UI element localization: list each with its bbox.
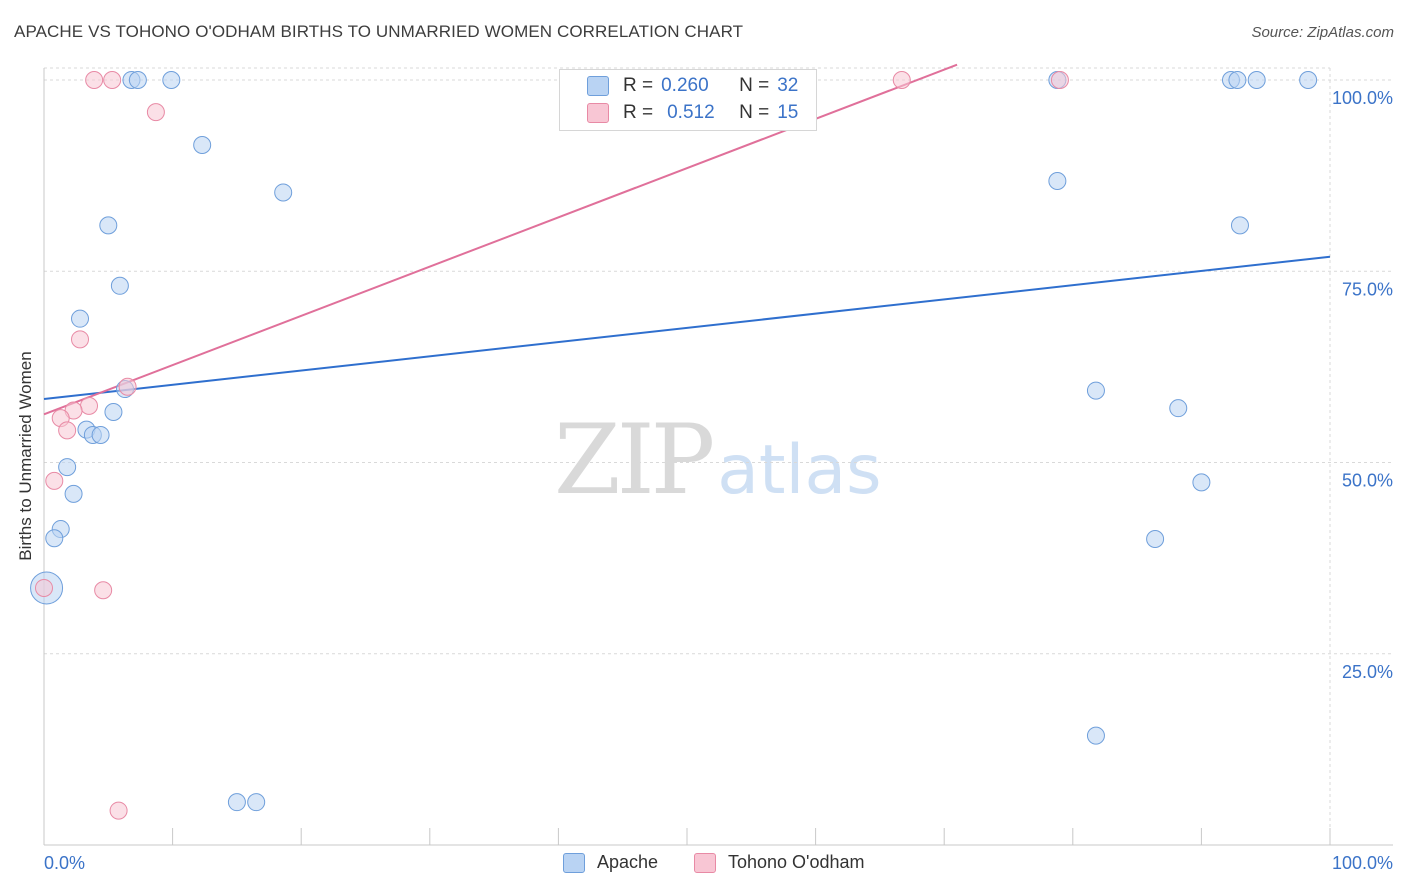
- tohono-point: [146, 103, 165, 122]
- apache-point: [193, 136, 212, 155]
- apache-legend-swatch: [563, 852, 585, 873]
- y-tick-label: 25.0%: [1342, 662, 1393, 682]
- apache-point: [58, 458, 77, 477]
- apache-point: [128, 71, 147, 89]
- tohono-point: [1050, 71, 1069, 89]
- apache-n-value: 32: [777, 75, 799, 96]
- legend-row-tohono: R = 0.512 N = 15: [587, 102, 798, 124]
- apache-point: [91, 425, 110, 444]
- tohono-r-value: 0.512: [667, 102, 715, 123]
- source-label: Source: ZipAtlas.com: [1251, 24, 1394, 41]
- points-layer: [30, 71, 1318, 820]
- apache-n-label: N =: [739, 75, 770, 96]
- apache-r-value: 0.260: [661, 75, 709, 96]
- apache-point: [1146, 530, 1165, 548]
- tohono-n-value: 15: [777, 102, 799, 123]
- y-axis-label: Births to Unmarried Women: [16, 351, 35, 561]
- tohono-point: [94, 581, 113, 600]
- apache-r-label: R =: [623, 75, 654, 96]
- apache-point: [1228, 71, 1247, 89]
- apache-swatch: [587, 76, 609, 96]
- tohono-r-label: R =: [623, 102, 654, 123]
- tohono-swatch: [587, 103, 609, 123]
- apache-point: [1299, 71, 1318, 89]
- tohono-point: [85, 71, 104, 89]
- correlation-legend: R = 0.260 N = 32 R = 0.512 N = 15: [559, 69, 817, 131]
- apache-point: [110, 276, 129, 295]
- tohono-point: [35, 578, 53, 597]
- tohono-n-label: N =: [739, 102, 770, 123]
- tick-label-layer: 25.0% 50.0% 75.0% 100.0% 0.0% 100.0%: [44, 88, 1393, 873]
- apache-point: [64, 484, 83, 503]
- tohono-point: [892, 71, 911, 89]
- tohono-point: [45, 471, 64, 490]
- apache-point: [1086, 381, 1105, 400]
- y-tick-label: 75.0%: [1342, 279, 1393, 299]
- apache-point: [45, 529, 64, 548]
- tohono-point: [103, 71, 122, 89]
- watermark-zip: ZIP: [554, 404, 715, 516]
- grid-layer: [44, 67, 1394, 845]
- watermark: ZIPatlas: [554, 404, 882, 516]
- apache-point: [1192, 473, 1211, 492]
- y-tick-label: 50.0%: [1342, 471, 1393, 491]
- apache-point: [247, 793, 266, 812]
- bottom-legend-apache: Apache: [563, 852, 658, 873]
- apache-point: [1169, 399, 1188, 418]
- tohono-legend-label: Tohono O'odham: [728, 852, 865, 872]
- apache-legend-label: Apache: [597, 852, 659, 872]
- apache-point: [1048, 171, 1067, 190]
- y-tick-label: 100.0%: [1332, 88, 1393, 108]
- apache-point: [1247, 71, 1266, 89]
- chart-title: APACHE VS TOHONO O'ODHAM BIRTHS TO UNMAR…: [14, 22, 744, 41]
- apache-point: [274, 183, 293, 202]
- bottom-legend-tohono: Tohono O'odham: [694, 852, 865, 873]
- tohono-point: [58, 421, 77, 440]
- legend-row-apache: R = 0.260 N = 32: [587, 75, 798, 97]
- tohono-point: [71, 330, 90, 349]
- apache-point: [104, 403, 123, 422]
- tohono-trend-line: [43, 63, 958, 416]
- axis-layer: [43, 68, 1393, 846]
- apache-point: [227, 793, 246, 812]
- tohono-point: [80, 396, 99, 415]
- apache-point: [162, 71, 181, 89]
- tohono-point: [109, 801, 128, 820]
- apache-trend-line: [43, 255, 1331, 400]
- apache-point: [99, 216, 118, 235]
- apache-point: [71, 309, 90, 328]
- tohono-legend-swatch: [694, 852, 716, 873]
- x-tick-label: 0.0%: [44, 853, 85, 873]
- x-tick-label: 100.0%: [1332, 853, 1393, 873]
- watermark-atlas: atlas: [717, 431, 882, 510]
- tohono-point: [118, 377, 137, 396]
- apache-point: [1086, 726, 1105, 745]
- apache-point: [1230, 216, 1249, 235]
